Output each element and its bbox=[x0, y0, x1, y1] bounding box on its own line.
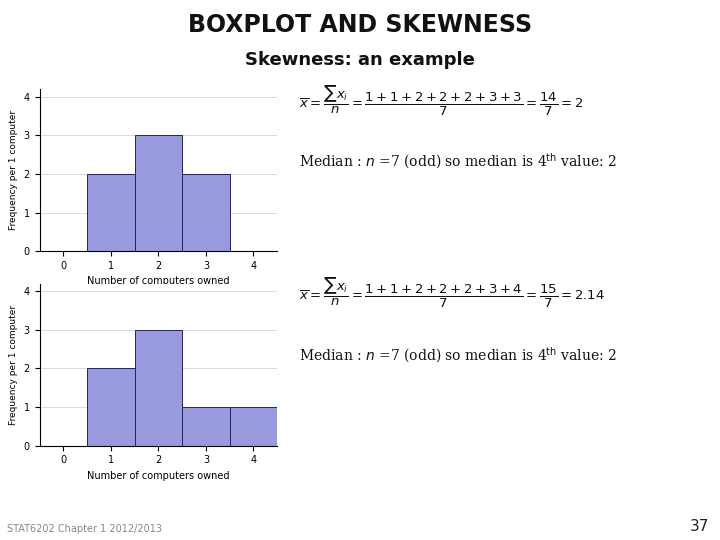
X-axis label: Number of computers owned: Number of computers owned bbox=[87, 471, 230, 481]
Text: $\overline{x} = \dfrac{\sum x_i}{n} = \dfrac{1+1+2+2+2+3+4}{7} = \dfrac{15}{7} =: $\overline{x} = \dfrac{\sum x_i}{n} = \d… bbox=[299, 275, 605, 309]
Text: BOXPLOT AND SKEWNESS: BOXPLOT AND SKEWNESS bbox=[188, 14, 532, 37]
Bar bbox=[135, 330, 182, 446]
Bar bbox=[230, 407, 277, 446]
Text: Median : $n$ =7 (odd) so median is 4$^{\mathsf{th}}$ value: 2: Median : $n$ =7 (odd) so median is 4$^{\… bbox=[299, 151, 617, 171]
Text: Skewness: an example: Skewness: an example bbox=[245, 51, 475, 69]
Bar bbox=[182, 407, 230, 446]
Y-axis label: Frequency per 1 computer: Frequency per 1 computer bbox=[9, 305, 18, 424]
Text: $\overline{x} = \dfrac{\sum x_i}{n} = \dfrac{1+1+2+2+2+3+3}{7} = \dfrac{14}{7} =: $\overline{x} = \dfrac{\sum x_i}{n} = \d… bbox=[299, 84, 583, 118]
Y-axis label: Frequency per 1 computer: Frequency per 1 computer bbox=[9, 110, 18, 230]
Text: STAT6202 Chapter 1 2012/2013: STAT6202 Chapter 1 2012/2013 bbox=[7, 523, 162, 534]
X-axis label: Number of computers owned: Number of computers owned bbox=[87, 276, 230, 286]
Text: 37: 37 bbox=[690, 518, 709, 534]
Bar bbox=[87, 174, 135, 251]
Bar bbox=[135, 136, 182, 251]
Bar bbox=[182, 174, 230, 251]
Text: Median : $n$ =7 (odd) so median is 4$^{\mathsf{th}}$ value: 2: Median : $n$ =7 (odd) so median is 4$^{\… bbox=[299, 346, 617, 365]
Bar bbox=[87, 368, 135, 446]
